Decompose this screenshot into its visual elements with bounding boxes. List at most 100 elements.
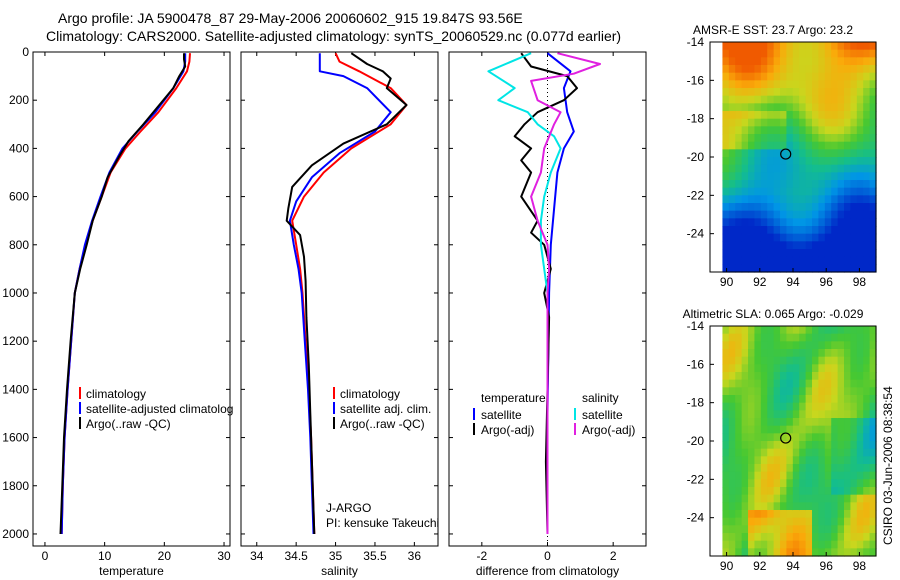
map-cell — [722, 103, 730, 112]
map-cell — [792, 157, 800, 166]
map-cell — [728, 333, 736, 342]
map-cell — [863, 540, 871, 549]
map-cell — [869, 72, 877, 81]
map-cell — [722, 233, 730, 242]
map-cell — [856, 57, 864, 66]
map-cell — [760, 464, 768, 473]
map-cell — [792, 494, 800, 503]
map-cell — [728, 372, 736, 381]
map-cell — [760, 80, 768, 89]
map-cell — [824, 525, 832, 534]
map-cell — [792, 42, 800, 51]
map-cell — [863, 372, 871, 381]
map-cell — [767, 326, 775, 335]
map-cell — [812, 448, 820, 457]
map-cell — [773, 264, 781, 273]
map-cell — [831, 187, 839, 196]
map-cell — [728, 387, 736, 396]
map-cell — [812, 49, 820, 58]
map-cell — [863, 210, 871, 219]
map-cell — [818, 118, 826, 127]
map-cell — [748, 387, 756, 396]
map-cell — [767, 410, 775, 419]
map-cell — [786, 448, 794, 457]
map-cell — [773, 57, 781, 66]
map-cell — [818, 372, 826, 381]
map-cell — [824, 395, 832, 404]
map-cell — [799, 95, 807, 104]
map-cell — [824, 172, 832, 181]
map-cell — [844, 141, 852, 150]
map-cell — [773, 256, 781, 265]
sla_map-title: Altimetric SLA: 0.065 Argo: -0.029 — [683, 307, 864, 321]
map-cell — [728, 264, 736, 273]
map-cell — [812, 402, 820, 411]
map-cell — [754, 487, 762, 496]
map-cell — [824, 241, 832, 250]
map-cell — [818, 80, 826, 89]
map-cell — [818, 157, 826, 166]
map-cell — [735, 333, 743, 342]
map-cell — [780, 410, 788, 419]
map-cell — [722, 395, 730, 404]
map-cell — [856, 195, 864, 204]
map-cell — [722, 494, 730, 503]
map-cell — [850, 80, 858, 89]
map-cell — [799, 387, 807, 396]
map-cell — [767, 494, 775, 503]
map-cell — [722, 372, 730, 381]
map-cell — [760, 387, 768, 396]
map-cell — [760, 502, 768, 511]
map-cell — [767, 264, 775, 273]
map-cell — [748, 187, 756, 196]
map-cell — [863, 157, 871, 166]
map-cell — [728, 157, 736, 166]
map-cell — [844, 349, 852, 358]
map-cell — [850, 180, 858, 189]
map-cell — [786, 49, 794, 58]
map-cell — [844, 441, 852, 450]
map-cell — [805, 494, 813, 503]
map-cell — [805, 72, 813, 81]
map-cell — [869, 149, 877, 158]
map-cell — [818, 379, 826, 388]
map-cell — [869, 517, 877, 526]
map-cell — [850, 42, 858, 51]
map-cell — [780, 441, 788, 450]
map-cell — [760, 241, 768, 250]
map-cell — [850, 256, 858, 265]
map-cell — [869, 433, 877, 442]
map-cell — [856, 349, 864, 358]
map-cell — [741, 433, 749, 442]
map-cell — [805, 264, 813, 273]
map-cell — [824, 349, 832, 358]
map-cell — [780, 218, 788, 227]
map-cell — [748, 533, 756, 542]
map-cell — [741, 540, 749, 549]
map-cell — [831, 256, 839, 265]
map-cell — [754, 187, 762, 196]
map-cell — [863, 249, 871, 258]
map-cell — [780, 525, 788, 534]
map-cell — [837, 379, 845, 388]
map-cell — [741, 103, 749, 112]
map-cell — [824, 448, 832, 457]
map-cell — [844, 180, 852, 189]
map-cell — [812, 510, 820, 519]
map-cell — [856, 210, 864, 219]
map-cell — [792, 233, 800, 242]
map-cell — [792, 134, 800, 143]
map-cell — [805, 118, 813, 127]
map-cell — [760, 418, 768, 427]
depth-tick-label: 800 — [9, 238, 29, 252]
map-cell — [869, 187, 877, 196]
map-cell — [735, 395, 743, 404]
map-cell — [863, 118, 871, 127]
map-cell — [780, 326, 788, 335]
map-cell — [844, 249, 852, 258]
map-cell — [824, 149, 832, 158]
map-cell — [741, 387, 749, 396]
map-cell — [831, 333, 839, 342]
map-cell — [780, 264, 788, 273]
